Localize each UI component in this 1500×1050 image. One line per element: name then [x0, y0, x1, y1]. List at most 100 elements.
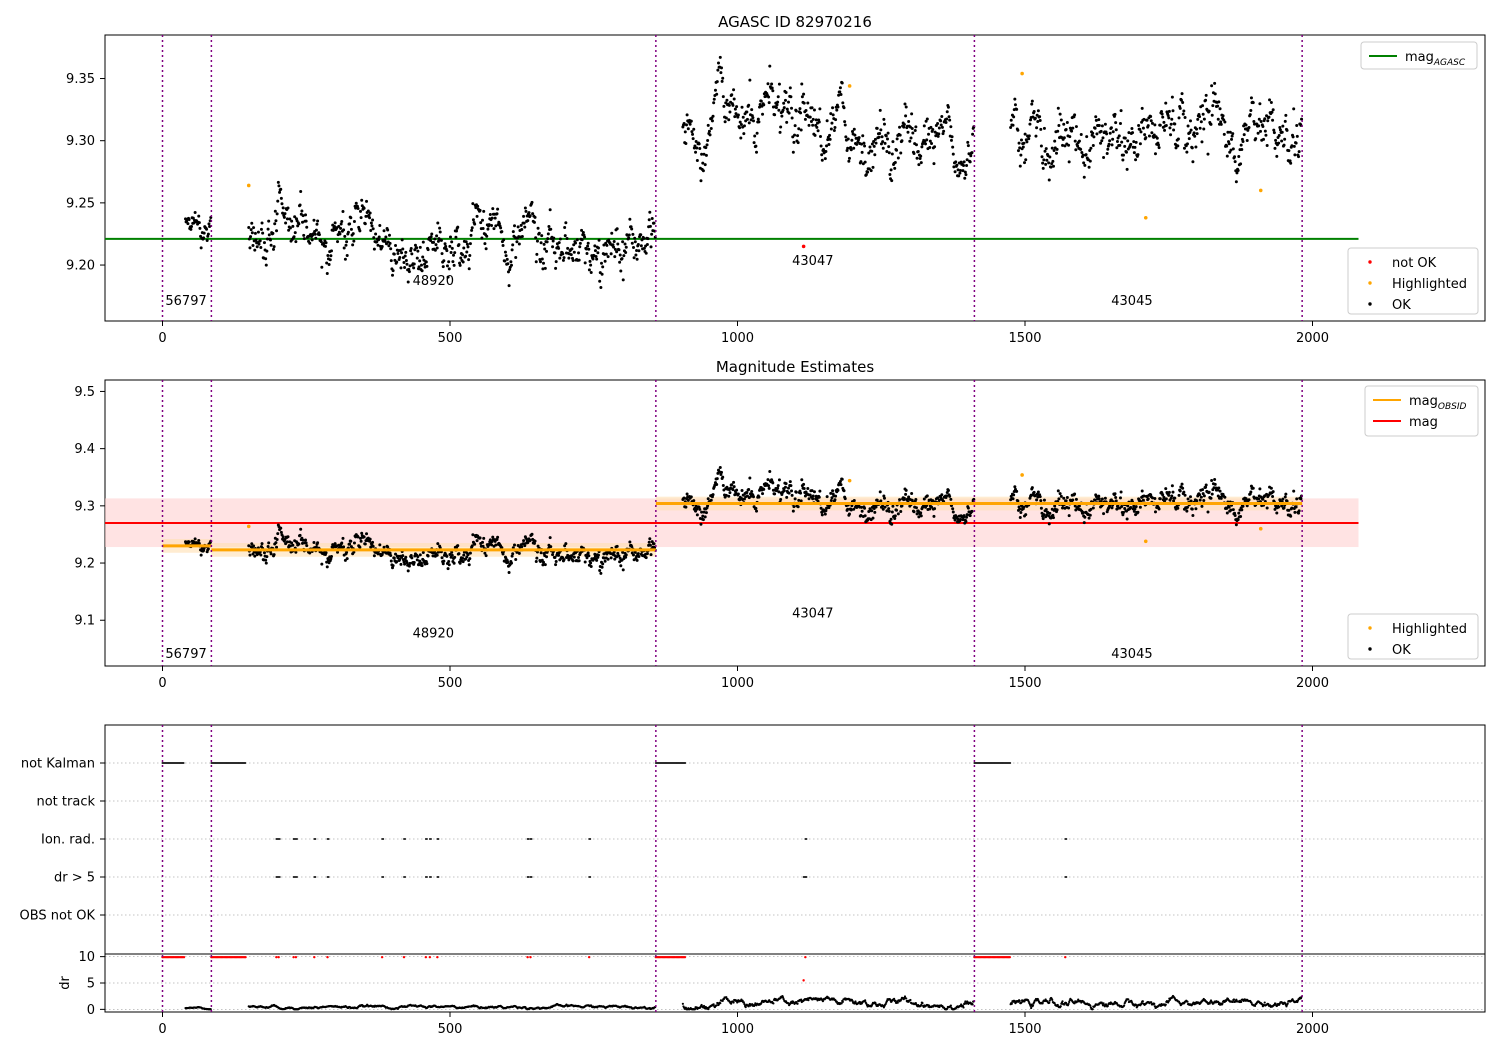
ok-point — [1204, 485, 1208, 489]
ok-point — [551, 239, 555, 243]
ok-point — [269, 552, 273, 556]
ok-point — [503, 250, 507, 254]
ok-point — [777, 490, 781, 494]
ok-point — [620, 257, 624, 261]
ok-point — [777, 478, 781, 482]
ok-point — [1295, 123, 1299, 127]
ok-point — [382, 229, 386, 233]
ok-point — [1136, 510, 1140, 514]
ok-point — [884, 134, 888, 138]
ok-point — [644, 251, 648, 255]
ok-point — [701, 514, 705, 518]
ok-point — [1164, 487, 1168, 491]
ok-point — [424, 260, 428, 264]
ok-point — [586, 241, 590, 245]
highlighted-point — [1143, 539, 1148, 544]
ok-point — [1068, 135, 1072, 139]
ok-point — [682, 496, 686, 500]
ok-point — [265, 237, 269, 241]
ok-point — [843, 123, 847, 127]
ok-point — [339, 226, 343, 230]
ok-point — [637, 249, 641, 253]
ok-point — [609, 252, 613, 256]
ok-point — [577, 559, 581, 563]
ok-point — [1158, 123, 1162, 127]
ok-point — [924, 142, 928, 146]
ok-point — [1263, 117, 1267, 121]
ok-point — [337, 224, 341, 228]
ok-point — [804, 109, 808, 113]
ok-point — [494, 224, 498, 228]
ok-point — [1129, 142, 1133, 146]
ok-point — [536, 544, 540, 548]
ok-point — [467, 258, 471, 262]
ok-point — [1252, 119, 1256, 123]
ok-point — [616, 242, 620, 246]
ok-point — [931, 127, 935, 131]
ok-point — [563, 234, 567, 238]
ok-point — [1009, 118, 1013, 122]
ok-point — [971, 132, 975, 136]
dr-point — [962, 1006, 965, 1009]
ok-point — [1181, 112, 1185, 116]
ok-point — [1047, 178, 1051, 182]
ok-point — [779, 125, 783, 129]
ok-point — [1087, 516, 1091, 520]
ok-point — [446, 567, 450, 571]
ok-point — [1141, 126, 1145, 130]
ok-point — [290, 219, 294, 223]
ok-point — [403, 265, 407, 269]
ok-point — [834, 118, 838, 122]
ok-point — [447, 260, 451, 264]
ok-point — [294, 550, 298, 554]
ok-point — [481, 540, 485, 544]
ok-point — [1121, 158, 1125, 162]
ok-point — [584, 247, 588, 251]
flag-point — [327, 876, 330, 878]
flag-point — [437, 838, 440, 840]
ok-point — [1015, 489, 1019, 493]
flag-point — [684, 762, 687, 764]
ok-point — [1081, 153, 1085, 157]
ok-point — [873, 153, 877, 157]
ok-point — [792, 505, 796, 509]
ok-point — [1108, 504, 1112, 508]
ok-point — [371, 218, 375, 222]
ok-point — [1113, 112, 1117, 116]
ok-point — [1241, 504, 1245, 508]
dr-point — [743, 1003, 746, 1006]
ok-point — [1172, 499, 1176, 503]
ok-point — [849, 508, 853, 512]
ok-point — [298, 533, 302, 537]
ok-point — [1161, 115, 1165, 119]
flag-point — [437, 876, 440, 878]
ok-point — [895, 148, 899, 152]
ok-point — [412, 266, 416, 270]
ok-point — [1074, 148, 1078, 152]
ok-point — [838, 86, 842, 90]
ok-point — [363, 222, 367, 226]
ok-point — [1290, 144, 1294, 148]
ok-point — [612, 550, 616, 554]
ok-point — [878, 108, 882, 112]
ok-point — [948, 118, 952, 122]
ok-point — [438, 230, 442, 234]
ok-point — [1230, 134, 1234, 138]
dr-point — [744, 1006, 747, 1009]
ok-point — [811, 117, 815, 121]
ok-point — [1285, 128, 1289, 132]
ok-point — [189, 227, 193, 231]
ok-point — [927, 132, 931, 136]
ok-point — [1204, 98, 1208, 102]
ok-point — [1123, 136, 1127, 140]
ok-point — [264, 558, 268, 562]
ok-point — [258, 239, 262, 243]
ok-point — [1061, 506, 1065, 510]
ok-point — [386, 545, 390, 549]
ok-point — [462, 553, 466, 557]
ok-point — [1073, 492, 1077, 496]
ok-point — [458, 261, 462, 265]
ok-point — [1226, 130, 1230, 134]
ok-point — [1027, 134, 1031, 138]
ok-point — [816, 499, 820, 503]
